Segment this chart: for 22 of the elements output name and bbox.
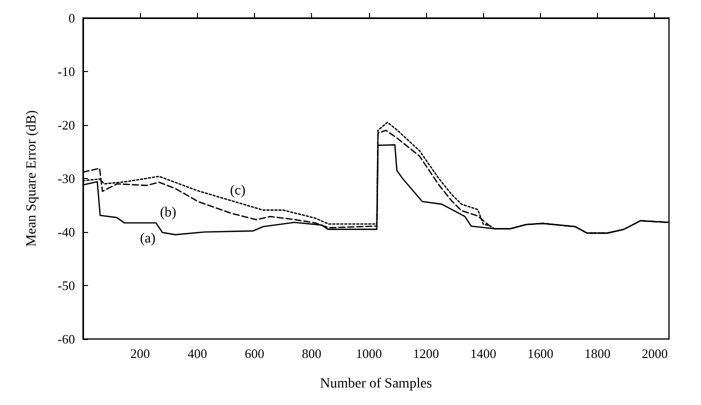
x-tick-label: 1000 bbox=[356, 346, 382, 361]
y-tick-label: 0 bbox=[68, 10, 75, 26]
x-tick-label: 2000 bbox=[642, 346, 668, 361]
y-tick-label: -10 bbox=[58, 64, 75, 79]
y-tick-label: -50 bbox=[58, 278, 75, 293]
annotation: (a) bbox=[140, 232, 156, 246]
y-tick-label: -40 bbox=[58, 224, 75, 240]
x-axis-title: Number of Samples bbox=[320, 376, 432, 392]
x-tick-label: 200 bbox=[130, 346, 150, 361]
x-tick-label: 1200 bbox=[413, 346, 440, 361]
y-tick-label: -60 bbox=[58, 332, 75, 346]
x-tick-label: 1800 bbox=[584, 346, 611, 361]
y-axis-title: Mean Square Error (dB) bbox=[24, 110, 40, 247]
y-tick-label: -20 bbox=[58, 118, 75, 132]
annotation: (c) bbox=[230, 184, 246, 198]
x-tick-label: 800 bbox=[302, 346, 322, 361]
x-tick-label: 400 bbox=[188, 346, 208, 361]
x-tick-label: 600 bbox=[244, 346, 264, 361]
annotation: (b) bbox=[160, 206, 177, 220]
x-tick-label: 1400 bbox=[470, 346, 496, 361]
y-tick-label: -30 bbox=[58, 171, 75, 186]
x-tick-label: 1600 bbox=[527, 346, 554, 361]
